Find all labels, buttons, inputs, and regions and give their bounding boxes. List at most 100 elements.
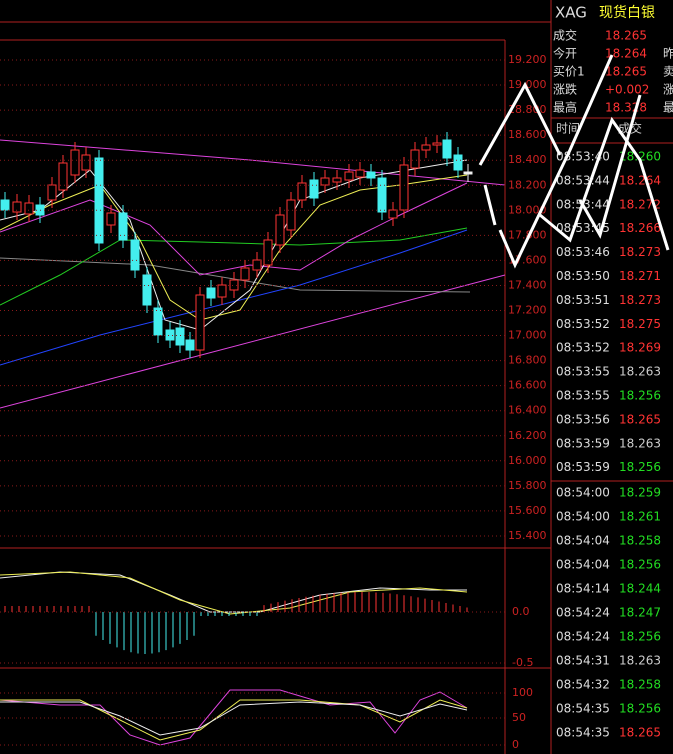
candle [217,284,227,298]
trade-time: 08:54:31 [556,654,610,668]
candles [0,132,473,654]
trade-time: 08:53:50 [556,269,610,283]
trade-time: 08:54:00 [556,486,610,500]
arrow [498,54,614,269]
quote-label: 今开 [553,46,577,61]
price-label: 19.000 [508,78,547,91]
quote-value: 18.265 [605,65,647,79]
trade-price: 18.271 [619,269,661,283]
price-label: 16.800 [508,354,547,367]
arrow [478,81,562,166]
trade-price: 18.260 [619,150,661,164]
kdj-line [0,701,468,736]
price-label: 18.200 [508,178,547,191]
trade-time: 08:53:55 [556,389,610,403]
candle [275,214,285,246]
trade-price: 18.244 [619,582,661,596]
trade-time: 08:54:04 [556,534,610,548]
trade-price: 18.256 [619,630,661,644]
indicators [0,139,506,746]
price-label: 19.200 [508,53,547,66]
trade-price: 18.258 [619,678,661,692]
trade-price: 18.261 [619,510,661,524]
price-label: 15.400 [508,529,547,542]
kdj-label: 0 [512,738,519,751]
trade-time: 08:54:35 [556,702,610,716]
trade-time: 08:54:14 [556,582,610,596]
candle [421,144,431,151]
trade-time: 08:53:52 [556,341,610,355]
symbol: XAG [555,4,587,22]
trade-price: 18.258 [619,534,661,548]
candle [320,177,330,186]
candle [153,307,163,336]
arrows [478,54,670,269]
quote-side: 昨 [663,47,673,61]
quote-label: 最高 [553,100,577,115]
trade-price: 18.273 [619,245,661,259]
candle [252,259,262,271]
symbol-name: 现货白银 [599,4,655,21]
candle [47,184,57,201]
candle [185,339,195,351]
price-label: 17.400 [508,278,547,291]
price-label: 16.600 [508,379,547,392]
ma-line [0,257,471,293]
candle [355,169,365,178]
ma-line [0,174,468,321]
trade-price: 18.275 [619,317,661,331]
candle [94,157,104,244]
trade-time: 08:54:00 [556,510,610,524]
price-label: 18.000 [508,203,547,216]
candle [286,199,296,231]
quote-side: 最 [663,101,673,115]
kdj-label: 100 [512,686,533,699]
trade-price: 18.256 [619,389,661,403]
candle [70,149,80,176]
price-label: 16.000 [508,454,547,467]
price-label: 17.800 [508,228,547,241]
candle [229,279,239,291]
trade-time: 08:54:32 [556,678,610,692]
candle [118,212,128,241]
candle [0,199,10,211]
price-label: 15.800 [508,479,547,492]
trade-time: 08:53:55 [556,365,610,379]
arrow [483,184,497,226]
candle [366,171,376,179]
candle [442,139,452,159]
kdj-line [0,689,468,746]
candle [175,327,185,346]
candle [453,154,463,171]
trade-time: 08:54:24 [556,606,610,620]
trade-time: 08:54:24 [556,630,610,644]
candle [142,274,152,306]
trade-price: 18.265 [619,412,661,426]
candle [463,171,473,175]
candle [81,154,91,171]
price-label: 17.000 [508,329,547,342]
trade-price: 18.272 [619,197,661,211]
candle [309,179,319,199]
candle [297,182,307,201]
trade-time: 08:53:51 [556,293,610,307]
candle [377,177,387,213]
candle [263,239,273,266]
trade-time: 08:54:35 [556,726,610,740]
trade-price: 18.269 [619,341,661,355]
candle [399,164,409,211]
trade-price: 18.266 [619,221,661,235]
trade-price: 18.256 [619,702,661,716]
trade-time: 08:53:52 [556,317,610,331]
candle [12,201,22,213]
candle [195,294,205,351]
trade-time: 08:53:56 [556,412,610,426]
trade-time: 08:53:44 [556,173,610,187]
trade-time: 08:54:04 [556,558,610,572]
candle [58,162,68,191]
ma-line [0,229,468,366]
quote-label: 成交 [553,28,577,43]
quote-value: +0.002 [605,83,649,97]
